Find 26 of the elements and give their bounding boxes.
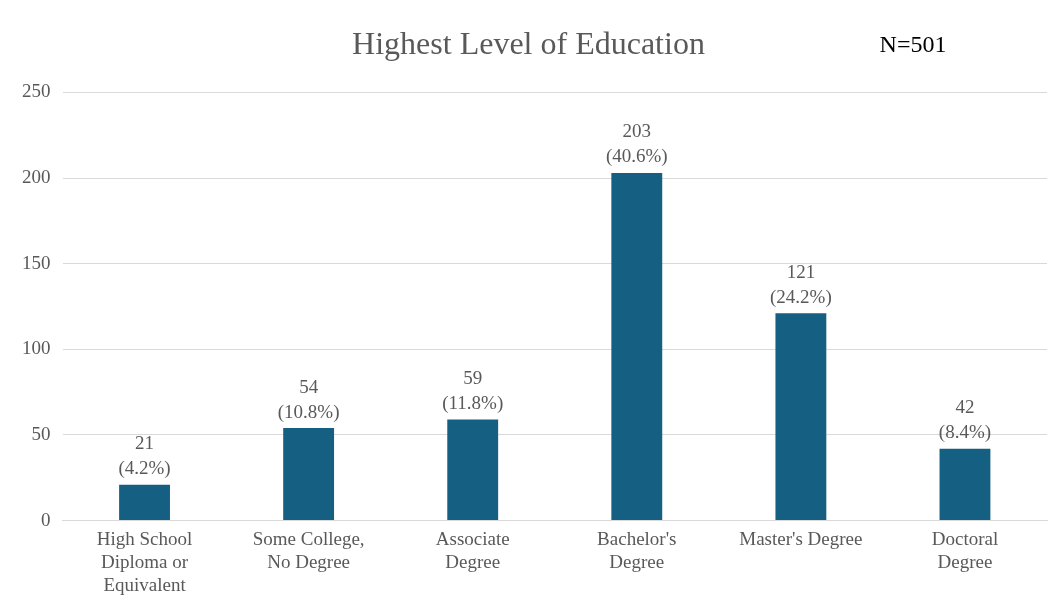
bar xyxy=(939,448,991,521)
chart-title: Highest Level of Education xyxy=(352,24,705,61)
data-label: 59 (11.8%) xyxy=(442,367,504,415)
y-tick-label: 250 xyxy=(22,80,51,102)
y-tick-label: 0 xyxy=(41,508,51,530)
y-tick-label: 150 xyxy=(22,251,51,273)
data-label: 21 (4.2%) xyxy=(118,432,171,480)
y-tick-label: 200 xyxy=(22,166,51,188)
bar xyxy=(775,313,827,521)
x-tick-label: High School Diploma or Equivalent xyxy=(96,527,193,595)
x-tick-label: Doctoral Degree xyxy=(931,527,999,572)
bar xyxy=(283,428,335,521)
x-tick-label: Some College, No Degree xyxy=(252,527,365,572)
x-tick-label: Bachelor's Degree xyxy=(597,527,677,572)
bar xyxy=(611,172,663,521)
bar xyxy=(119,484,170,521)
data-label: 54 (10.8%) xyxy=(277,375,340,423)
y-tick-label: 100 xyxy=(22,337,51,359)
data-label: 203 (40.6%) xyxy=(605,120,668,168)
x-tick-label: Master's Degree xyxy=(739,527,863,549)
bar xyxy=(447,419,499,521)
text: N=501 xyxy=(879,31,947,58)
y-tick-label: 50 xyxy=(31,422,51,444)
x-tick-label: Associate Degree xyxy=(435,527,510,572)
data-label: 42 (8.4%) xyxy=(938,396,992,444)
data-label: 121 (24.2%) xyxy=(770,260,832,308)
